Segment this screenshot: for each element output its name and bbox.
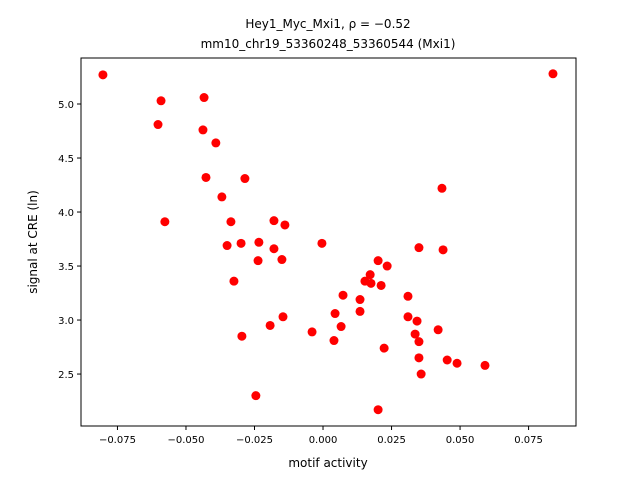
point — [307, 327, 317, 337]
y-tick-label: 4.0 — [58, 208, 74, 219]
point — [452, 358, 462, 368]
y-tick-label: 3.5 — [58, 262, 74, 273]
point — [229, 276, 239, 286]
point — [278, 312, 288, 322]
point — [355, 306, 365, 316]
point — [437, 183, 447, 193]
point — [240, 174, 250, 184]
point — [416, 369, 426, 379]
x-tick-label: −0.050 — [167, 435, 204, 446]
plot-frame — [80, 57, 577, 427]
point — [365, 270, 375, 280]
x-tick-label: 0.025 — [377, 435, 406, 446]
x-axis-label: motif activity — [288, 456, 367, 470]
point — [376, 280, 386, 290]
point — [338, 290, 348, 300]
point — [156, 96, 166, 106]
point — [336, 322, 346, 332]
point — [237, 331, 247, 341]
point — [211, 138, 221, 148]
point — [236, 238, 246, 248]
x-tick-label: 0.075 — [514, 435, 543, 446]
point — [373, 256, 383, 266]
point — [253, 256, 263, 266]
point — [442, 355, 452, 365]
y-tick-label: 5.0 — [58, 100, 74, 111]
point — [414, 337, 424, 347]
point — [412, 316, 422, 326]
point — [433, 325, 443, 335]
y-tick-label: 2.5 — [58, 370, 74, 381]
point — [403, 312, 413, 322]
point — [414, 243, 424, 253]
x-tick-label: 0.000 — [309, 435, 338, 446]
point — [480, 360, 490, 370]
point — [438, 245, 448, 255]
point — [317, 238, 327, 248]
x-tick-label: −0.025 — [236, 435, 273, 446]
point — [366, 278, 376, 288]
point — [403, 291, 413, 301]
point — [217, 192, 227, 202]
point — [222, 241, 232, 251]
point — [410, 329, 420, 339]
chart-subtitle: mm10_chr19_53360248_53360544 (Mxi1) — [201, 37, 456, 51]
y-tick-label: 3.0 — [58, 316, 74, 327]
point — [153, 120, 163, 130]
point — [160, 217, 170, 227]
y-tick-label: 4.5 — [58, 154, 74, 165]
point — [226, 217, 236, 227]
point — [98, 70, 108, 80]
y-axis-label: signal at CRE (ln) — [26, 190, 40, 294]
point — [277, 255, 287, 265]
x-tick-label: −0.075 — [99, 435, 136, 446]
point — [280, 220, 290, 230]
chart-title: Hey1_Myc_Mxi1, ρ = −0.52 — [245, 17, 410, 31]
point — [198, 125, 208, 135]
point — [355, 295, 365, 305]
point — [373, 405, 383, 415]
point — [414, 353, 424, 363]
point — [548, 69, 558, 79]
point — [265, 320, 275, 330]
point — [329, 336, 339, 346]
point — [269, 244, 279, 254]
point — [254, 237, 264, 247]
x-tick-label: 0.050 — [446, 435, 475, 446]
point — [382, 261, 392, 271]
point — [269, 216, 279, 226]
point — [330, 309, 340, 319]
point — [201, 172, 211, 182]
point — [199, 93, 209, 103]
point — [379, 343, 389, 353]
point — [251, 391, 261, 401]
